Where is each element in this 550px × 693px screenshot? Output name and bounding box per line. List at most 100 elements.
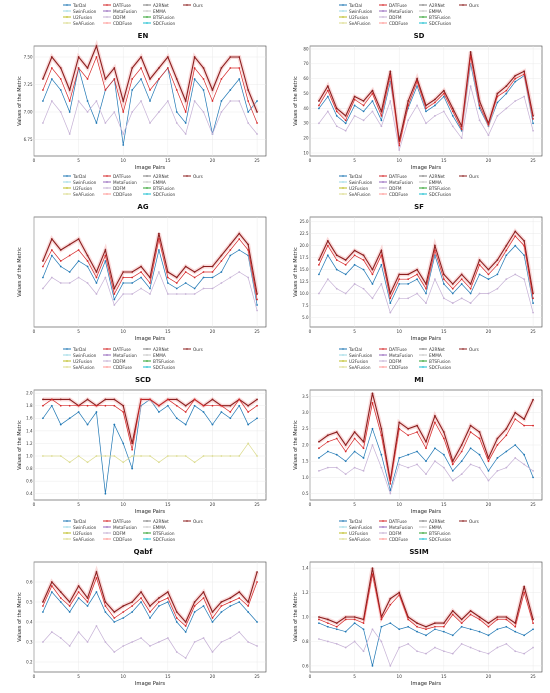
data-point [442,110,445,113]
data-point [175,651,178,653]
data-point [59,78,62,80]
data-point [532,398,534,401]
data-point [380,283,383,285]
legend-label: SwinFusion [73,525,97,530]
data-point [442,650,445,653]
data-point [353,616,356,618]
legend-label: SwinFusion [73,9,97,14]
data-point [220,611,223,613]
legend-label: A2RNet [429,174,445,179]
data-point [247,605,250,607]
data-point [496,273,499,276]
legend-marker [342,187,344,189]
data-point [514,630,517,633]
data-point [478,273,481,276]
data-point [50,404,53,407]
data-point [256,404,258,407]
plot-area [33,389,267,501]
data-point [478,466,481,469]
data-point [344,122,347,125]
data-point [86,282,89,284]
data-point [256,122,258,124]
data-point [184,100,187,102]
data-point [59,591,62,593]
data-point [131,467,134,470]
data-point [434,114,436,117]
data-point [184,631,187,633]
data-point [469,609,472,612]
data-point [442,283,445,285]
data-point [514,625,517,628]
data-point [229,605,232,607]
data-point [140,601,142,603]
data-point [326,240,329,242]
legend-marker [422,187,424,189]
data-point [380,114,383,117]
data-point [505,89,508,92]
data-point [104,404,107,407]
data-point [42,601,44,603]
legend-label: DDFM [113,186,126,191]
data-point [451,479,454,482]
data-point [407,119,410,122]
data-point [523,585,526,588]
legend-marker [186,4,188,6]
data-point [113,404,116,407]
data-point [460,283,463,285]
data-point [523,591,526,594]
data-point [104,455,107,457]
data-point [416,104,418,107]
data-point [407,625,410,628]
legend-marker [422,193,424,195]
data-point [140,276,142,279]
data-point [514,74,517,77]
data-point [407,642,410,645]
y-tick-label: 1.6 [26,416,33,421]
legend-marker [106,175,108,177]
data-point [220,411,223,413]
legend-label: CDDFuse [113,365,132,370]
data-point [344,273,347,276]
plot-area [33,561,267,673]
legend-marker [66,360,68,362]
legend-marker [342,360,344,362]
data-point [175,111,178,113]
data-point [149,276,151,279]
data-point [326,622,329,625]
data-point [175,89,178,91]
x-axis-label: Image Pairs [411,165,442,171]
data-point [104,601,107,603]
data-point [68,605,71,607]
y-tick-label: 2.0 [26,391,33,396]
data-point [434,244,436,247]
data-point [59,398,62,401]
data-point [460,625,463,628]
legend-marker [106,187,108,189]
data-point [77,631,80,633]
data-point [318,100,320,102]
legend-marker [106,366,108,368]
x-tick-label: 5 [353,502,356,507]
legend-marker [382,16,384,18]
data-point [149,122,151,124]
legend-marker [342,366,344,368]
data-point [326,95,329,98]
data-point [505,450,508,453]
data-point [442,297,445,300]
data-point [407,434,410,437]
data-point [389,292,392,295]
data-point [202,78,205,80]
data-point [407,104,410,107]
legend-label: U2Fusion [349,15,368,20]
data-point [256,621,258,623]
legend-label: TarDal [72,174,86,179]
legend-label: BTSFusion [429,531,451,536]
data-point [68,243,71,246]
data-point [532,646,534,649]
data-point [532,622,534,625]
legend-label: SeAFusion [73,537,95,542]
data-point [487,123,490,126]
data-point [416,650,418,653]
data-point [211,455,214,457]
